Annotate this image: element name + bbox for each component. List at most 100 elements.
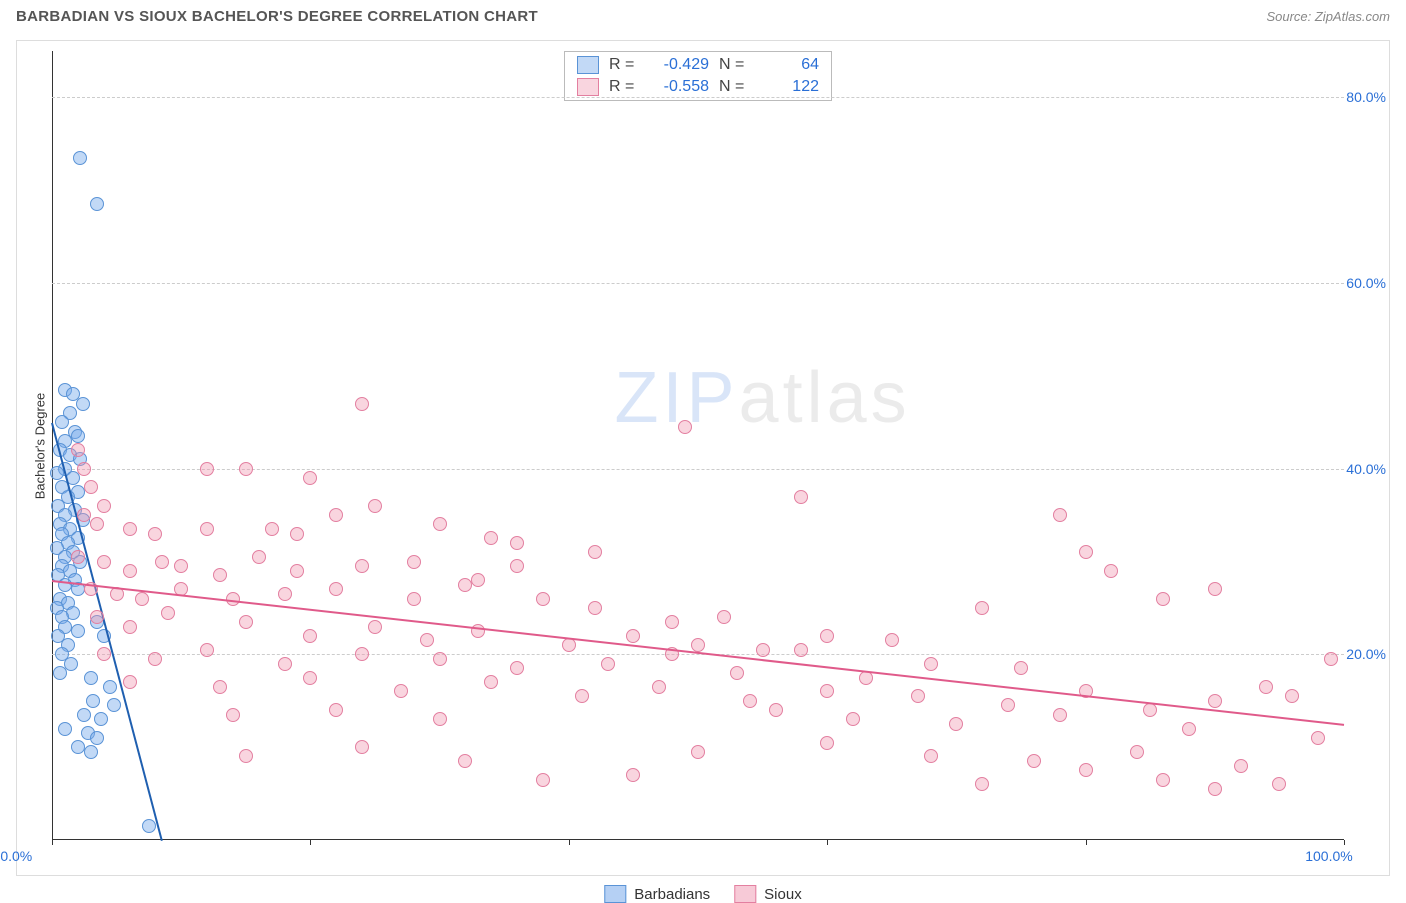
- data-point: [329, 582, 343, 596]
- data-point: [846, 712, 860, 726]
- data-point: [278, 657, 292, 671]
- header: BARBADIAN VS SIOUX BACHELOR'S DEGREE COR…: [0, 0, 1406, 31]
- data-point: [290, 527, 304, 541]
- data-point: [123, 675, 137, 689]
- data-point: [58, 722, 72, 736]
- data-point: [458, 754, 472, 768]
- data-point: [123, 620, 137, 634]
- stats-n-value: 122: [763, 78, 819, 96]
- data-point: [924, 749, 938, 763]
- stats-swatch: [577, 56, 599, 74]
- data-point: [1143, 703, 1157, 717]
- data-point: [536, 773, 550, 787]
- stats-n-label: N =: [719, 78, 753, 96]
- data-point: [71, 443, 85, 457]
- gridline: [52, 97, 1344, 98]
- y-tick-label: 80.0%: [1346, 89, 1386, 105]
- data-point: [420, 633, 434, 647]
- data-point: [820, 736, 834, 750]
- data-point: [86, 694, 100, 708]
- data-point: [820, 629, 834, 643]
- data-point: [252, 550, 266, 564]
- data-point: [71, 429, 85, 443]
- data-point: [148, 652, 162, 666]
- data-point: [53, 666, 67, 680]
- data-point: [355, 740, 369, 754]
- data-point: [71, 740, 85, 754]
- stats-n-value: 64: [763, 56, 819, 74]
- data-point: [407, 592, 421, 606]
- gridline: [52, 654, 1344, 655]
- data-point: [90, 517, 104, 531]
- stats-swatch: [577, 78, 599, 96]
- data-point: [200, 462, 214, 476]
- x-tick: [827, 840, 828, 845]
- data-point: [213, 568, 227, 582]
- data-point: [433, 712, 447, 726]
- data-point: [588, 545, 602, 559]
- stats-row: R =-0.429N =64: [565, 54, 831, 76]
- data-point: [458, 578, 472, 592]
- data-point: [1259, 680, 1273, 694]
- data-point: [123, 564, 137, 578]
- data-point: [678, 420, 692, 434]
- series-legend: BarbadiansSioux: [604, 885, 801, 903]
- data-point: [355, 647, 369, 661]
- x-axis-line: [52, 839, 1344, 840]
- data-point: [691, 745, 705, 759]
- data-point: [1001, 698, 1015, 712]
- data-point: [90, 731, 104, 745]
- data-point: [55, 415, 69, 429]
- y-tick-label: 60.0%: [1346, 275, 1386, 291]
- data-point: [433, 517, 447, 531]
- x-tick: [1086, 840, 1087, 845]
- data-point: [174, 559, 188, 573]
- data-point: [97, 647, 111, 661]
- gridline: [52, 283, 1344, 284]
- data-point: [575, 689, 589, 703]
- stats-r-value: -0.429: [653, 56, 709, 74]
- x-tick-label: 0.0%: [0, 848, 32, 864]
- data-point: [975, 601, 989, 615]
- data-point: [394, 684, 408, 698]
- data-point: [743, 694, 757, 708]
- data-point: [142, 819, 156, 833]
- data-point: [484, 675, 498, 689]
- data-point: [1234, 759, 1248, 773]
- data-point: [626, 629, 640, 643]
- data-point: [290, 564, 304, 578]
- data-point: [975, 777, 989, 791]
- watermark: ZIPatlas: [615, 357, 911, 439]
- data-point: [329, 703, 343, 717]
- plot-area: Bachelor's Degree ZIPatlas R =-0.429N =6…: [52, 51, 1344, 840]
- data-point: [949, 717, 963, 731]
- data-point: [355, 559, 369, 573]
- x-tick: [569, 840, 570, 845]
- data-point: [510, 559, 524, 573]
- data-point: [213, 680, 227, 694]
- y-tick-label: 40.0%: [1346, 461, 1386, 477]
- data-point: [1324, 652, 1338, 666]
- data-point: [84, 671, 98, 685]
- data-point: [536, 592, 550, 606]
- chart-container: Bachelor's Degree ZIPatlas R =-0.429N =6…: [16, 40, 1390, 876]
- data-point: [665, 615, 679, 629]
- data-point: [303, 671, 317, 685]
- data-point: [1053, 708, 1067, 722]
- data-point: [588, 601, 602, 615]
- data-point: [84, 745, 98, 759]
- data-point: [471, 573, 485, 587]
- data-point: [368, 499, 382, 513]
- data-point: [794, 490, 808, 504]
- data-point: [77, 508, 91, 522]
- chart-title: BARBADIAN VS SIOUX BACHELOR'S DEGREE COR…: [16, 8, 538, 25]
- data-point: [77, 708, 91, 722]
- stats-r-label: R =: [609, 56, 643, 74]
- data-point: [161, 606, 175, 620]
- data-point: [265, 522, 279, 536]
- data-point: [239, 615, 253, 629]
- data-point: [1079, 763, 1093, 777]
- data-point: [1053, 508, 1067, 522]
- data-point: [717, 610, 731, 624]
- data-point: [77, 462, 91, 476]
